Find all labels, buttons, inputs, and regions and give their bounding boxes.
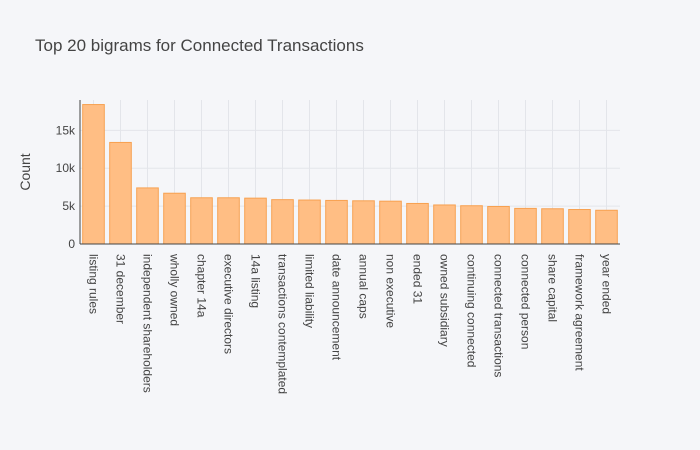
bar <box>136 187 159 245</box>
bar <box>460 205 483 245</box>
bar <box>109 141 132 245</box>
y-tick-label: 10k <box>56 161 76 175</box>
bar <box>541 208 564 245</box>
x-tick-label: connected person <box>519 254 533 349</box>
bar <box>163 192 186 245</box>
y-tick-label: 0 <box>68 237 75 251</box>
x-tick-label: share capital <box>546 254 560 322</box>
bar <box>190 197 213 245</box>
bar <box>379 200 402 245</box>
bar <box>568 209 591 245</box>
y-tick-label: 15k <box>56 123 76 137</box>
x-tick-label: connected transactions <box>492 254 506 377</box>
gridlines <box>80 100 620 244</box>
bar <box>298 199 321 245</box>
x-tick-label: annual caps <box>357 254 371 319</box>
x-tick-label: 31 december <box>114 254 128 324</box>
bar <box>325 199 348 245</box>
bar <box>514 207 537 245</box>
x-tick-label: transactions contemplated <box>276 254 290 394</box>
bars <box>82 104 618 245</box>
bar <box>244 197 267 245</box>
bar <box>352 200 375 245</box>
y-axis-label: Count <box>17 153 33 190</box>
y-tick-labels: 0 5k 10k 15k <box>56 123 76 251</box>
x-tick-label: non executive <box>384 254 398 328</box>
x-tick-label: executive directors <box>222 254 236 354</box>
y-tick-label: 5k <box>62 199 76 213</box>
bar <box>433 204 456 245</box>
bar <box>82 104 105 245</box>
bar <box>271 199 294 245</box>
x-tick-label: independent shareholders <box>141 254 155 393</box>
bar <box>406 202 429 245</box>
x-tick-labels: listing rules 31 december independent shar… <box>87 253 614 394</box>
x-tick-label: ended 31 <box>411 254 425 304</box>
x-tick-label: limited liability <box>303 254 317 328</box>
x-tick-label: 14a listing <box>249 254 263 308</box>
x-tick-label: framework agreement <box>573 254 587 371</box>
x-tick-label: continuing connected <box>465 254 479 367</box>
x-tick-label: listing rules <box>87 254 101 314</box>
x-tick-label: date announcement <box>330 254 344 361</box>
bar <box>217 197 240 245</box>
x-tick-label: year ended <box>600 254 614 314</box>
x-tick-label: chapter 14a <box>195 254 209 318</box>
chart-title: Top 20 bigrams for Connected Transaction… <box>35 36 364 55</box>
x-tick-label: owned subsidiary <box>438 254 452 347</box>
bar <box>487 205 510 245</box>
bar <box>595 209 618 245</box>
x-tick-label: wholly owned <box>168 253 182 326</box>
